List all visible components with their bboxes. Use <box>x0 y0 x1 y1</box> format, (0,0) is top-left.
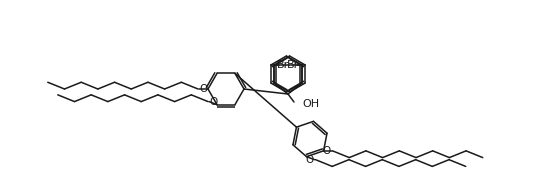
Text: O: O <box>305 155 314 165</box>
Text: O: O <box>210 97 218 107</box>
Text: O: O <box>200 84 208 94</box>
Text: O: O <box>323 146 331 156</box>
Text: Br: Br <box>287 60 299 70</box>
Text: OH: OH <box>302 99 319 109</box>
Text: Br: Br <box>277 60 289 70</box>
